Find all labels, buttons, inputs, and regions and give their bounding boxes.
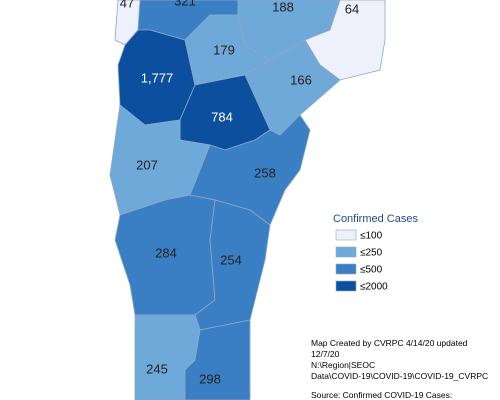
legend-label: ≤100 [360,231,383,242]
county-label: 47 [120,0,134,10]
county-label: 784 [211,109,233,124]
county-label: 298 [199,371,221,386]
county-label: 188 [272,0,294,14]
county-label: 166 [290,72,312,87]
county-label: 1,777 [141,70,174,85]
county-label: 207 [136,157,158,172]
note: N:\Region|SEOC [311,360,375,370]
legend-title: Confirmed Cases [333,213,418,225]
legend-swatch [335,229,357,241]
legend-swatch [335,280,357,292]
county-label: 321 [174,0,196,8]
county-label: 245 [146,361,168,376]
note: Source: Confirmed COVID-19 Cases: [311,390,452,400]
note: Data\COVID-19\COVID-19\COVID-19_CVRPC [311,371,488,381]
legend-label: ≤2000 [360,282,388,293]
county-label: 258 [254,165,276,180]
legend-label: ≤500 [360,265,383,276]
legend: Confirmed Cases ≤100 ≤250 ≤500 ≤2000 [333,213,418,293]
county-label: 179 [213,42,235,57]
county-labels: 47 321 188 64 1,777 179 166 784 207 258 … [120,0,359,386]
note: 12/7/20 [311,349,340,359]
county [184,319,251,400]
county-label: 284 [155,245,177,260]
counties [109,0,386,400]
county-label: 64 [345,1,359,16]
legend-label: ≤250 [360,248,383,259]
county-label: 254 [220,252,242,267]
notes: Map Created by CVRPC 4/14/20 updated 12/… [311,338,488,400]
note: Map Created by CVRPC 4/14/20 updated [311,338,468,348]
legend-swatch [335,263,357,275]
legend-swatch [335,246,357,258]
